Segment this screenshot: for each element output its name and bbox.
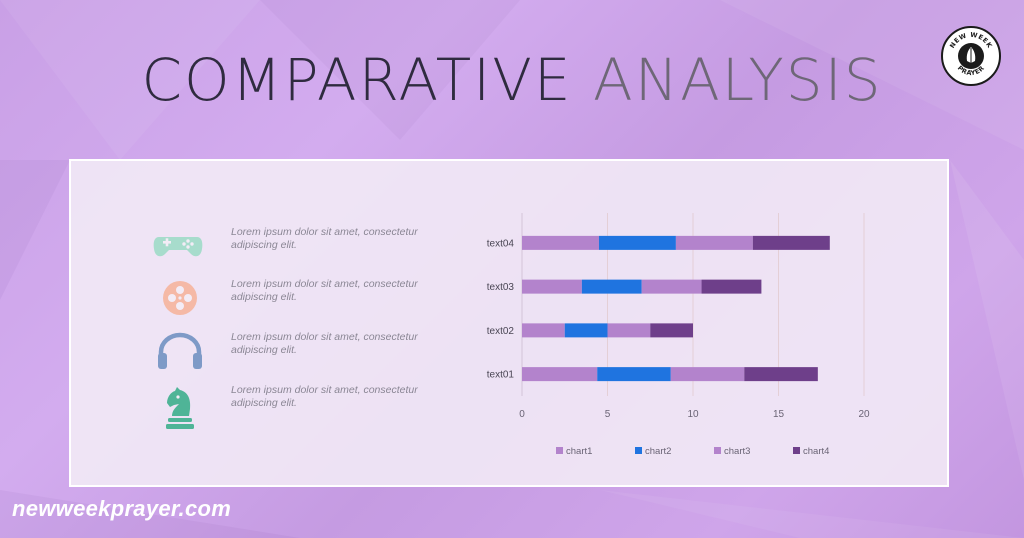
page-title: COMPARATIVE ANALYSIS xyxy=(0,40,1024,120)
legend-label: chart1 xyxy=(566,446,592,456)
list-item-text: Lorem ipsum dolor sit amet, consectetur … xyxy=(231,384,418,409)
bar-segment xyxy=(744,367,818,382)
bar-segment xyxy=(701,279,762,294)
stacked-bar-chart: 0 5 10 15 20 text01 text02 text03 text04 chart1 ch… xyxy=(487,213,870,456)
bar-segment xyxy=(522,367,598,382)
praying-hands-icon: NEW WEEK PRAYER xyxy=(948,31,994,78)
legend-label: chart3 xyxy=(724,446,750,456)
list-item-text: Lorem ipsum dolor sit amet, consectetur … xyxy=(231,278,418,303)
legend-swatch xyxy=(793,447,800,454)
bar-segment xyxy=(641,279,702,294)
chess-knight-icon xyxy=(153,385,203,429)
bar-segment xyxy=(581,279,642,294)
bar-segment xyxy=(598,235,676,250)
legend-label: chart4 xyxy=(803,446,829,456)
legend-swatch xyxy=(635,447,642,454)
bar-segment xyxy=(650,323,693,338)
bar-segment xyxy=(597,367,671,382)
bar-segment xyxy=(564,323,608,338)
logo-badge: NEW WEEK PRAYER xyxy=(941,26,1001,86)
x-tick-label: 0 xyxy=(519,409,525,420)
legend-swatch xyxy=(714,447,721,454)
site-url[interactable]: newweekprayer.com xyxy=(12,496,232,521)
x-tick-label: 10 xyxy=(687,409,699,420)
list-item-2: Lorem ipsum dolor sit amet, consectetur … xyxy=(71,278,471,319)
bar-segment xyxy=(522,279,582,294)
list-item-3: Lorem ipsum dolor sit amet, consectetur … xyxy=(71,331,471,372)
title-word-comparative: COMPARATIVE xyxy=(141,46,573,114)
bar-segment xyxy=(752,235,830,250)
headphones-icon xyxy=(153,332,203,372)
x-tick-label: 5 xyxy=(605,409,611,420)
bar-segment xyxy=(607,323,651,338)
y-category-label: text01 xyxy=(487,370,515,381)
list-item-text: Lorem ipsum dolor sit amet, consectetur … xyxy=(231,331,418,356)
bar-segment xyxy=(522,235,599,250)
x-tick-label: 15 xyxy=(773,409,785,420)
film-reel-icon xyxy=(153,279,203,319)
bar-segment xyxy=(522,323,565,338)
y-category-label: text03 xyxy=(487,282,515,293)
list-item-4: Lorem ipsum dolor sit amet, consectetur … xyxy=(71,384,471,429)
content-panel: Lorem ipsum dolor sit amet, consectetur … xyxy=(69,159,949,487)
bar-segment xyxy=(675,235,753,250)
list-item-text: Lorem ipsum dolor sit amet, consectetur … xyxy=(231,226,418,251)
legend-label: chart2 xyxy=(645,446,671,456)
svg-text:PRAYER: PRAYER xyxy=(956,64,986,77)
legend-swatch xyxy=(556,447,563,454)
x-tick-label: 20 xyxy=(858,409,870,420)
y-category-label: text02 xyxy=(487,326,515,337)
gamepad-icon xyxy=(153,227,203,267)
list-item-1: Lorem ipsum dolor sit amet, consectetur … xyxy=(71,226,471,267)
bar-segment xyxy=(670,367,745,382)
title-word-analysis: ANALYSIS xyxy=(593,46,883,114)
y-category-label: text04 xyxy=(487,238,515,249)
